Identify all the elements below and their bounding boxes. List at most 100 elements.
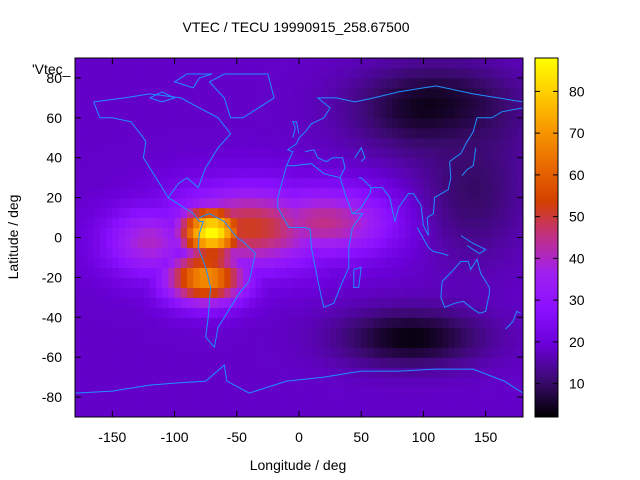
heatmap-cell <box>516 287 523 298</box>
heatmap-cell <box>280 387 288 398</box>
heatmap-cell <box>286 187 294 199</box>
heatmap-cell <box>355 217 362 229</box>
heatmap-cell <box>510 157 518 169</box>
heatmap-cell <box>162 267 169 278</box>
heatmap-cell <box>323 187 331 199</box>
heatmap-cell <box>516 267 523 278</box>
heatmap-cell <box>317 397 325 408</box>
heatmap-cell <box>118 97 126 109</box>
heatmap-cell <box>392 237 400 249</box>
heatmap-cell <box>323 177 331 189</box>
heatmap-cell <box>467 67 474 79</box>
heatmap-cell <box>299 127 306 139</box>
heatmap-cell <box>498 58 505 69</box>
x-tick-label: -50 <box>227 429 247 445</box>
heatmap-cell <box>205 227 213 239</box>
heatmap-cell <box>311 247 319 259</box>
heatmap-cell <box>305 317 313 328</box>
heatmap-cell <box>174 257 182 269</box>
heatmap-cell <box>336 97 344 109</box>
heatmap-cell <box>180 167 188 179</box>
heatmap-cell <box>516 137 523 149</box>
heatmap-cell <box>124 307 132 318</box>
heatmap-cell <box>367 237 375 249</box>
heatmap-cell <box>168 297 176 308</box>
heatmap-cell <box>467 397 474 408</box>
heatmap-cell <box>112 287 120 298</box>
heatmap-cell <box>367 337 375 348</box>
heatmap-cell <box>485 87 493 99</box>
heatmap-cell <box>87 197 95 209</box>
heatmap-cell <box>180 127 188 139</box>
heatmap-cell <box>106 387 113 398</box>
heatmap-cell <box>131 177 138 189</box>
heatmap-cell <box>162 297 169 308</box>
heatmap-cell <box>292 87 300 99</box>
heatmap-cell <box>336 167 344 179</box>
heatmap-cell <box>168 177 176 189</box>
heatmap-cell <box>255 257 263 269</box>
heatmap-cell <box>336 197 344 209</box>
heatmap-cell <box>112 117 120 129</box>
heatmap-cell <box>131 227 138 239</box>
heatmap-cell <box>498 387 505 398</box>
heatmap-cell <box>249 347 257 358</box>
heatmap-cell <box>348 197 356 209</box>
heatmap-cell <box>230 257 238 269</box>
heatmap-cell <box>467 127 474 139</box>
heatmap-cell <box>81 147 89 159</box>
heatmap-cell <box>137 257 145 269</box>
heatmap-cell <box>442 247 449 259</box>
heatmap-cell <box>137 197 145 209</box>
heatmap-cell <box>106 327 113 338</box>
heatmap-cell <box>87 67 95 79</box>
heatmap-cell <box>243 287 250 298</box>
heatmap-cell <box>211 387 219 398</box>
heatmap-cell <box>411 327 418 338</box>
heatmap-cell <box>423 137 431 149</box>
heatmap-cell <box>112 167 120 179</box>
heatmap-cell <box>174 307 182 318</box>
heatmap-cell <box>386 367 393 378</box>
heatmap-cell <box>199 58 207 69</box>
heatmap-cell <box>261 357 269 368</box>
heatmap-cell <box>361 367 369 378</box>
heatmap-cell <box>267 77 275 89</box>
heatmap-cell <box>504 297 512 308</box>
heatmap-cell <box>286 387 294 398</box>
heatmap-cell <box>386 397 393 408</box>
heatmap-cell <box>137 347 145 358</box>
heatmap-cell <box>504 147 512 159</box>
heatmap-cell <box>187 177 194 189</box>
heatmap-cell <box>93 87 101 99</box>
heatmap-cell <box>323 97 331 109</box>
heatmap-cell <box>230 87 238 99</box>
heatmap-cell <box>224 227 232 239</box>
heatmap-cell <box>249 97 257 109</box>
heatmap-cell <box>342 247 350 259</box>
heatmap-cell <box>168 157 176 169</box>
heatmap-cell <box>404 77 412 89</box>
heatmap-cell <box>299 87 306 99</box>
heatmap-cell <box>124 347 132 358</box>
heatmap-cell <box>137 107 145 119</box>
heatmap-cell <box>448 367 456 378</box>
heatmap-cell <box>81 117 89 129</box>
heatmap-cell <box>510 367 518 378</box>
heatmap-cell <box>442 407 449 417</box>
heatmap-cell <box>423 58 431 69</box>
heatmap-cell <box>311 177 319 189</box>
heatmap-cell <box>230 317 238 328</box>
heatmap-cell <box>361 177 369 189</box>
heatmap-cell <box>442 157 449 169</box>
heatmap-cell <box>230 237 238 249</box>
heatmap-cell <box>274 327 281 338</box>
heatmap-cell <box>199 397 207 408</box>
heatmap-cell <box>255 177 263 189</box>
heatmap-cell <box>155 67 163 79</box>
heatmap-cell <box>404 197 412 209</box>
heatmap-cell <box>286 217 294 229</box>
heatmap-cell <box>442 227 449 239</box>
heatmap-cell <box>99 67 107 79</box>
heatmap-cell <box>211 67 219 79</box>
